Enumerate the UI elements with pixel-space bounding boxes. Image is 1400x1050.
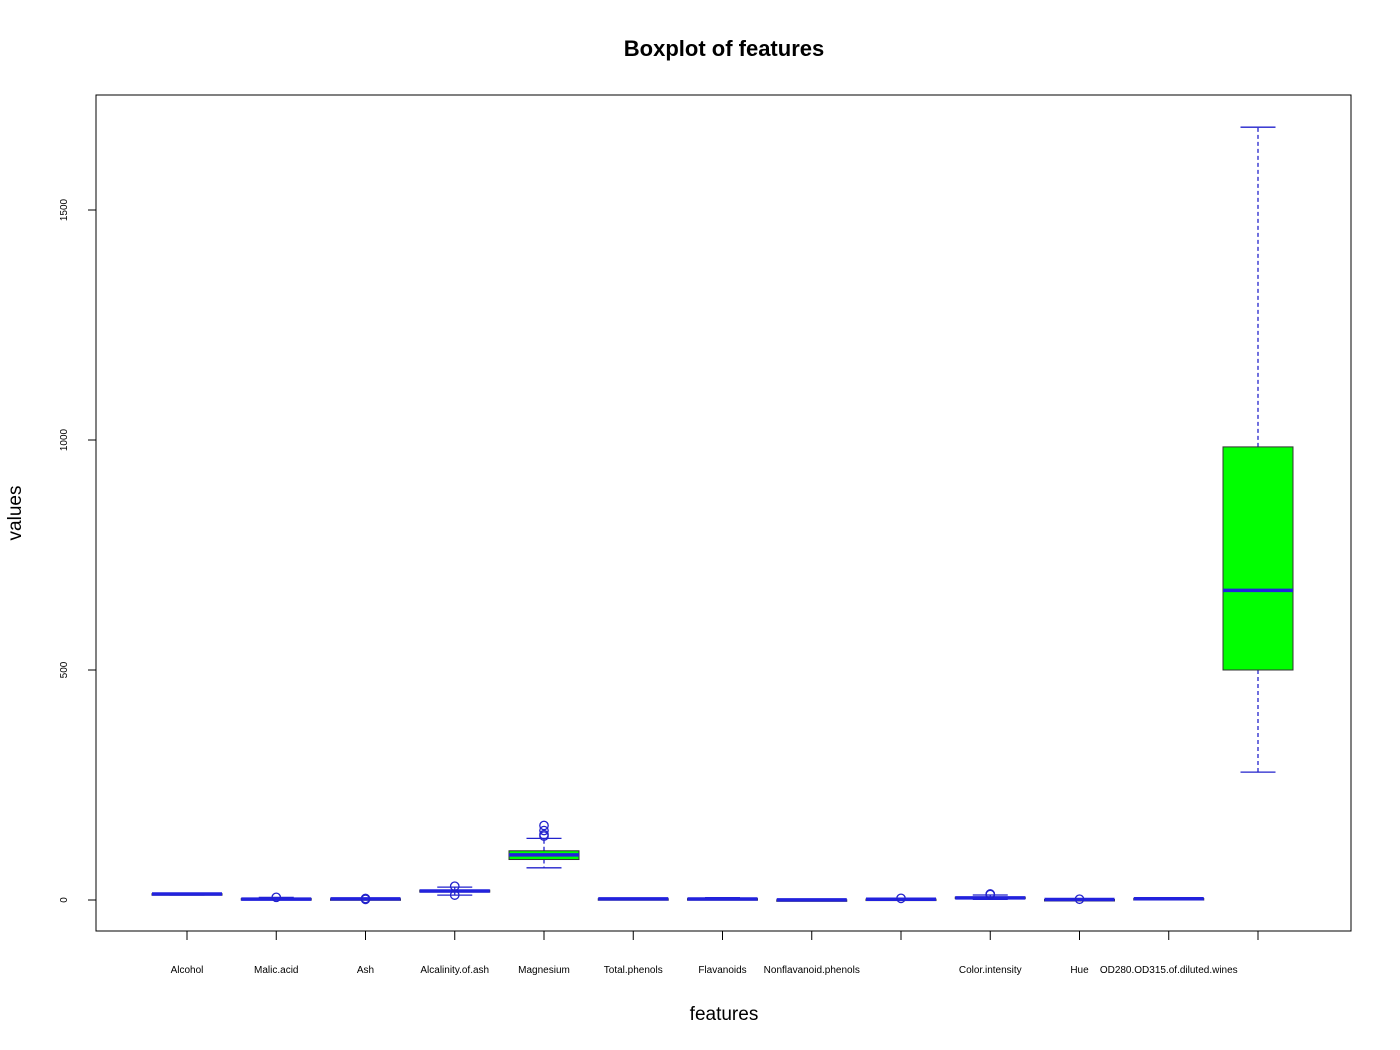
x-tick-label-6: Flavanoids: [698, 965, 746, 976]
box-2: [330, 893, 401, 905]
outlier-2-1: [360, 893, 371, 904]
outlier-4-1: [539, 829, 549, 840]
x-tick-label-3: Alcalinity.of.ash: [420, 965, 489, 976]
plot-frame: [95, 94, 1352, 932]
y-tick-label-3: 1500: [59, 198, 70, 221]
outlier-4-2: [539, 825, 549, 836]
box-1: [240, 892, 312, 903]
y-tick-label-0: 0: [59, 897, 70, 903]
box-3: [419, 881, 491, 900]
box-0: [151, 892, 223, 896]
x-axis-title: features: [690, 1004, 759, 1025]
box-10: [1044, 894, 1115, 905]
outlier-1-0: [271, 892, 282, 903]
x-tick-label-0: Alcohol: [171, 965, 204, 976]
outlier-3-1: [449, 881, 460, 892]
box-8: [865, 893, 937, 904]
x-tick-label-7: Nonflavanoid.phenols: [764, 965, 860, 976]
x-tick-label-1: Malic.acid: [254, 965, 298, 976]
box-rect-12: [1222, 446, 1294, 671]
box-7: [776, 898, 848, 902]
box-6: [687, 897, 758, 901]
y-axis: 0 500 1000 1500: [59, 198, 97, 903]
x-tick-label-4: Magnesium: [518, 965, 570, 976]
chart-title: Boxplot of features: [624, 36, 824, 61]
box-11: [1133, 896, 1205, 901]
x-axis: Alcohol Malic.acid Ash Alcalinity.of.ash Mag…: [171, 930, 1259, 976]
box-4: [508, 820, 580, 869]
outlier-9-2: [985, 889, 996, 899]
box-9: [954, 889, 1026, 901]
y-axis-title: values: [5, 486, 26, 541]
boxes-group: [151, 126, 1294, 905]
y-tick-label-2: 1000: [59, 428, 70, 451]
x-tick-label-11: OD280.OD315.of.diluted.wines: [1100, 965, 1238, 976]
x-tick-label-5: Total.phenols: [604, 965, 663, 976]
box-12: [1222, 126, 1294, 773]
x-tick-label-2: Ash: [357, 965, 374, 976]
y-tick-label-1: 500: [59, 661, 70, 678]
outlier-4-3: [539, 820, 549, 831]
x-tick-label-10: Hue: [1070, 965, 1089, 976]
outlier-10-0: [1074, 894, 1085, 905]
outlier-8-0: [896, 893, 906, 904]
box-5: [597, 897, 669, 901]
x-tick-label-9: Color.intensity: [959, 965, 1022, 976]
